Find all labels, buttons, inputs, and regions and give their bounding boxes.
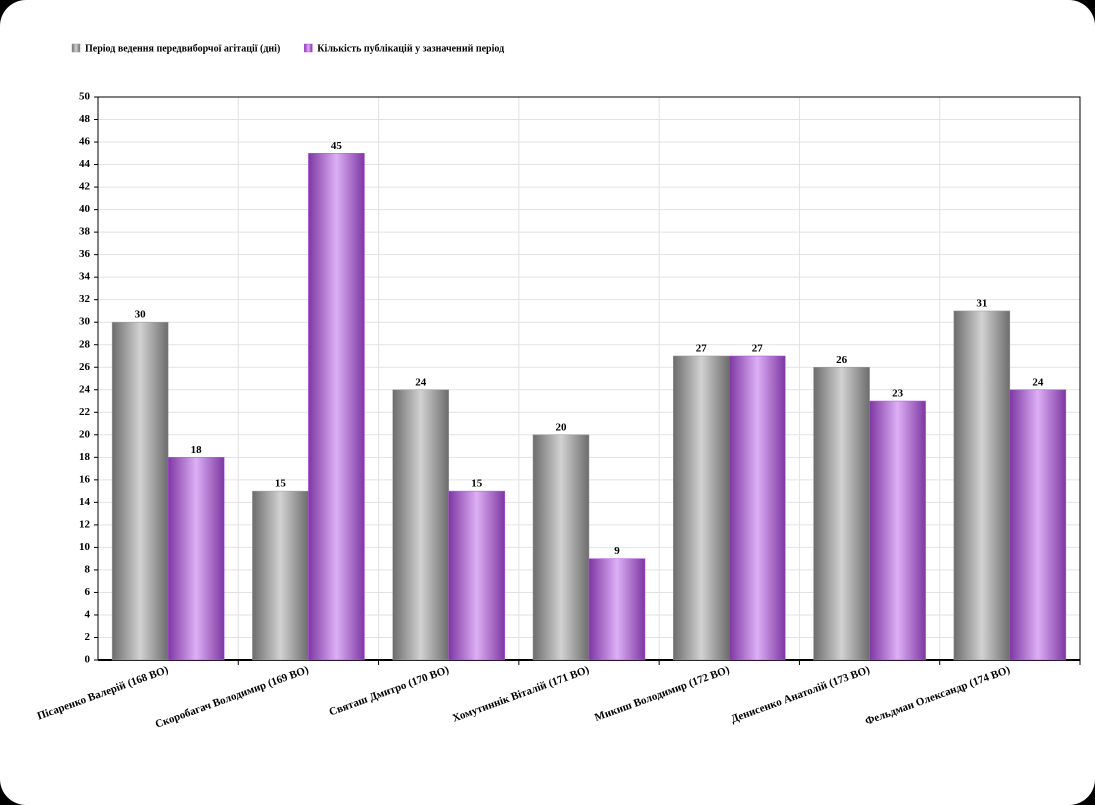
y-tick-label: 40 bbox=[79, 203, 91, 215]
legend-swatch bbox=[71, 43, 81, 53]
y-tick-label: 0 bbox=[85, 654, 91, 666]
bar bbox=[111, 321, 169, 661]
data-label: 15 bbox=[275, 478, 287, 490]
bar bbox=[1009, 389, 1067, 661]
bar bbox=[813, 366, 870, 661]
data-label: 26 bbox=[836, 354, 848, 366]
y-tick-label: 46 bbox=[79, 136, 91, 148]
y-tick-label: 32 bbox=[79, 293, 91, 305]
bar bbox=[532, 434, 590, 661]
bar bbox=[729, 355, 786, 661]
data-label: 24 bbox=[415, 376, 427, 388]
data-label: 15 bbox=[471, 478, 483, 490]
y-tick-label: 22 bbox=[79, 406, 91, 418]
data-label: 45 bbox=[331, 140, 343, 152]
bar bbox=[308, 153, 365, 661]
y-tick-label: 48 bbox=[79, 113, 91, 125]
data-label: 27 bbox=[696, 343, 708, 355]
y-tick-label: 28 bbox=[79, 338, 91, 350]
data-label: 30 bbox=[135, 309, 147, 321]
y-tick-label: 30 bbox=[79, 316, 91, 328]
bar bbox=[869, 400, 926, 661]
data-label: 23 bbox=[892, 388, 904, 400]
y-tick-label: 38 bbox=[79, 226, 91, 238]
y-tick-label: 12 bbox=[79, 518, 91, 530]
y-tick-label: 16 bbox=[79, 473, 91, 485]
bar bbox=[167, 457, 225, 661]
y-tick-label: 2 bbox=[85, 631, 91, 643]
bar bbox=[448, 490, 505, 661]
legend-label: Кількість публікацій у зазначений період bbox=[317, 43, 504, 54]
legend-label: Період ведення передвиборчої агітації (д… bbox=[85, 43, 280, 54]
bar bbox=[953, 310, 1011, 661]
bar bbox=[673, 355, 730, 661]
y-tick-label: 20 bbox=[79, 428, 91, 440]
bar bbox=[252, 490, 309, 661]
legend-swatch bbox=[304, 43, 313, 53]
y-tick-label: 44 bbox=[79, 158, 91, 170]
data-label: 20 bbox=[556, 421, 568, 433]
data-label: 24 bbox=[1032, 376, 1044, 388]
bar bbox=[392, 389, 449, 661]
y-tick-label: 18 bbox=[79, 451, 91, 463]
y-tick-label: 42 bbox=[79, 181, 91, 193]
y-tick-label: 24 bbox=[79, 383, 91, 395]
y-tick-label: 34 bbox=[79, 271, 91, 283]
data-label: 31 bbox=[976, 297, 987, 309]
data-label: 18 bbox=[191, 444, 203, 456]
y-tick-label: 4 bbox=[85, 608, 91, 620]
y-tick-label: 26 bbox=[79, 361, 91, 373]
y-tick-label: 10 bbox=[79, 541, 91, 553]
data-label: 27 bbox=[752, 343, 764, 355]
y-tick-label: 14 bbox=[79, 496, 91, 508]
bar bbox=[588, 558, 646, 661]
data-label: 9 bbox=[614, 545, 620, 557]
y-tick-label: 8 bbox=[85, 563, 91, 575]
y-tick-label: 50 bbox=[79, 91, 91, 103]
y-tick-label: 6 bbox=[85, 586, 91, 598]
y-tick-label: 36 bbox=[79, 248, 91, 260]
